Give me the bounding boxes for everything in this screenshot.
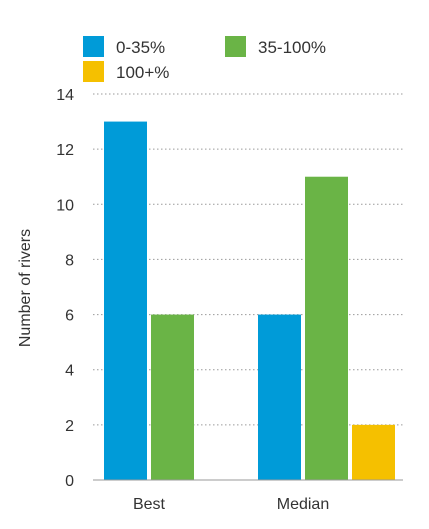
bar-median-series-1 [258, 314, 301, 480]
y-tick-label: 0 [65, 473, 74, 490]
y-tick-label: 2 [65, 418, 74, 435]
bar-best-series-2 [151, 314, 194, 480]
bar-median-series-3 [352, 424, 395, 480]
legend-swatch [83, 61, 104, 82]
axes: 0 2 4 6 8 10 12 14 Best Median [56, 87, 403, 513]
bar-best-series-1 [104, 121, 147, 481]
legend-swatch [225, 36, 246, 57]
y-tick-label: 4 [65, 363, 74, 380]
bar-median-series-2 [305, 176, 348, 480]
legend-label: 0-35% [116, 38, 165, 57]
y-tick-label: 12 [56, 142, 74, 159]
y-tick-label: 10 [56, 197, 74, 214]
y-tick-label: 8 [65, 252, 74, 269]
y-tick-label: 6 [65, 308, 74, 325]
y-axis-label: Number of rivers [17, 229, 34, 347]
legend: 0-35% 35-100% 100+% [83, 36, 326, 82]
y-tick-label: 14 [56, 87, 74, 104]
x-tick-label: Median [277, 496, 329, 513]
x-tick-label: Best [133, 496, 166, 513]
legend-swatch [83, 36, 104, 57]
legend-label: 100+% [116, 63, 169, 82]
bars [104, 121, 395, 481]
legend-label: 35-100% [258, 38, 326, 57]
